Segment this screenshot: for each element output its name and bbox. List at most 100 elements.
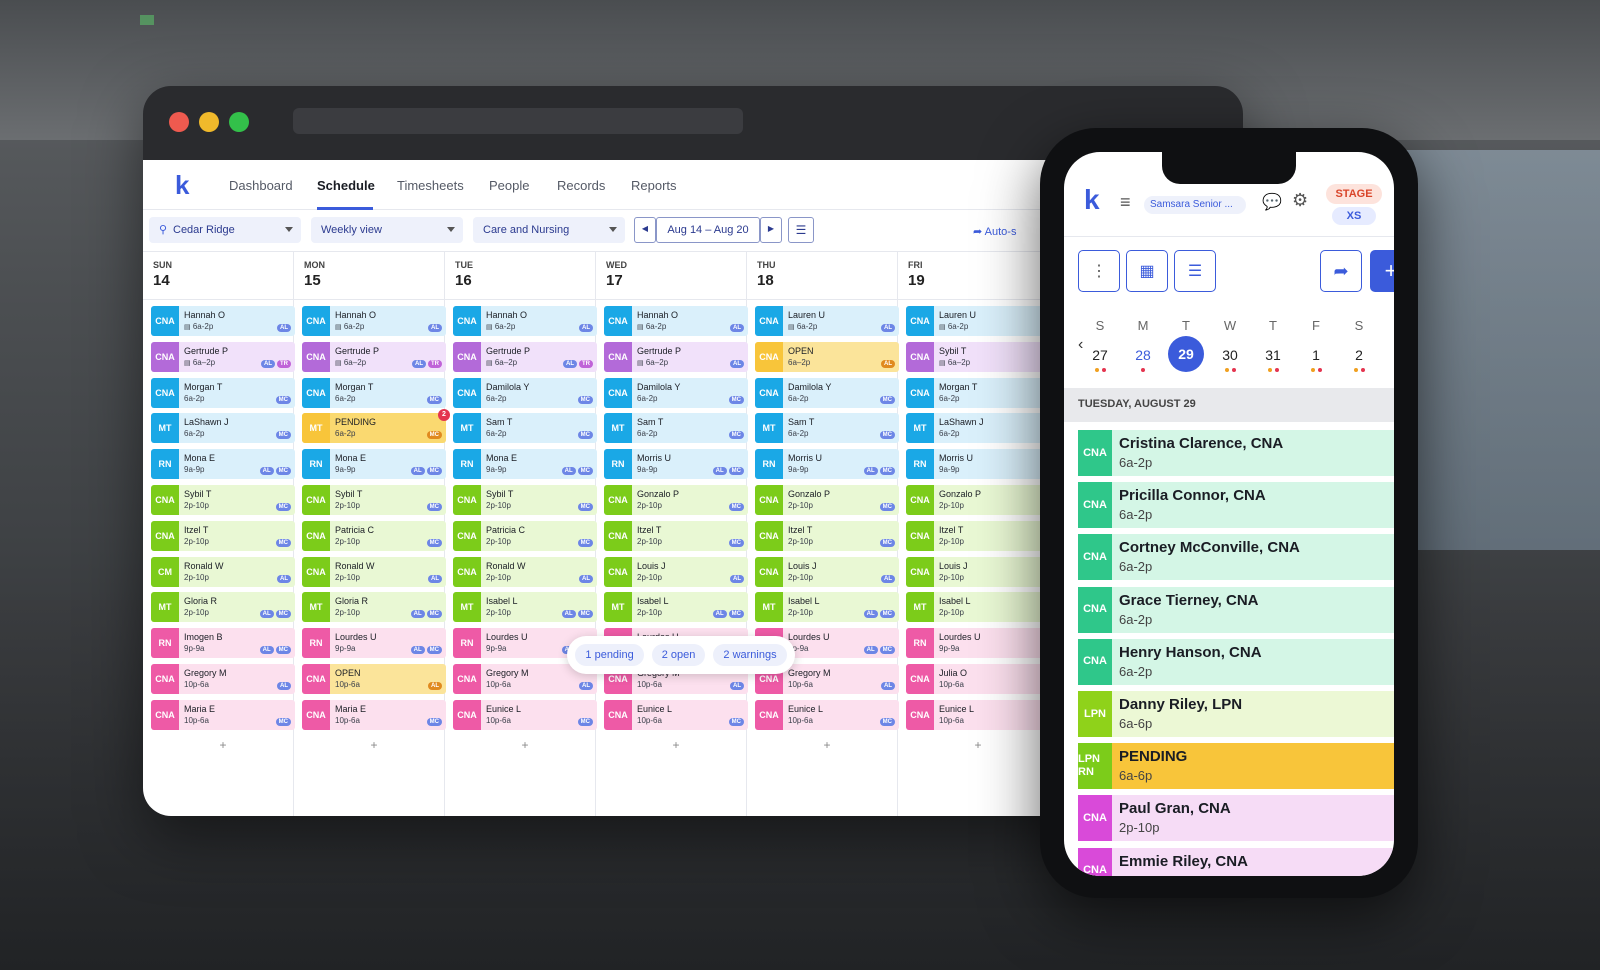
shift-card[interactable]: CNA Gonzalo P 2p-10p MC [604,485,748,515]
week-day-1[interactable]: 1 [1312,347,1320,363]
add-shift-button[interactable]: + [672,738,680,752]
add-shift-button[interactable]: + [219,738,227,752]
add-shift-button[interactable]: + [823,738,831,752]
shift-card[interactable]: MT Sam T 6a-2p MC [755,413,899,444]
shift-card[interactable]: MT Gloria R 2p-10p AL MC [302,592,446,623]
shift-card[interactable]: CNA Patricia C 2p-10p MC [453,520,597,551]
filter-settings-button[interactable]: ☰ [788,217,814,243]
shift-card[interactable]: CNA Sybil T ▤ 6a–2p [906,341,1050,372]
week-day-29[interactable]: 29 [1168,336,1204,372]
shift-card[interactable]: CNA Eunice L 10p-6a MC [755,699,899,730]
phone-shift-card[interactable]: CNA Cortney McConville, CNA 6a-2p [1078,534,1394,581]
phone-shift-card[interactable]: CNA Henry Hanson, CNA 6a-2p [1078,638,1394,685]
minimize-dot[interactable] [199,112,219,132]
shift-card[interactable]: CNA Gonzalo P 2p-10p [906,485,1050,515]
prev-week-button[interactable]: ◀ [634,217,656,243]
calendar-button[interactable]: ▦ [1126,250,1168,292]
shift-card[interactable]: CNA Hannah O ▤ 6a-2p AL [453,306,597,336]
add-shift-button[interactable]: + [521,738,529,752]
filters-button[interactable]: ☰ [1174,250,1216,292]
add-shift-button[interactable]: + [370,738,378,752]
nav-records[interactable]: Records [557,178,606,193]
open-count-button[interactable]: 2 open [651,644,706,666]
shift-card[interactable]: CNA Itzel T 2p-10p [906,520,1050,551]
shift-card[interactable]: CNA Gertrude P ▤ 6a–2p AL TR [453,341,597,372]
shift-card[interactable]: MT Isabel L 2p-10p AL MC [453,592,597,623]
shift-card[interactable]: CNA Itzel T 2p-10p MC [604,520,748,551]
shift-card[interactable]: CNA Sybil T 2p-10p MC [453,485,597,515]
shift-card[interactable]: CNA Gonzalo P 2p-10p MC [755,485,899,515]
phone-shift-card[interactable]: CNA Pricilla Connor, CNA 6a-2p [1078,482,1394,529]
shift-card[interactable]: MT Gloria R 2p-10p AL MC [151,592,295,623]
auto-schedule-button[interactable]: ➦ Auto-s [973,225,1016,238]
shift-card[interactable]: CNA Morgan T 6a-2p [906,377,1050,408]
shift-card[interactable]: CNA Maria E 10p-6a MC [302,699,446,730]
chat-icon[interactable]: 💬 [1262,194,1282,211]
week-day-27[interactable]: 27 [1092,347,1108,363]
shift-card[interactable]: CNA Eunice L 10p-6a [906,699,1050,730]
week-day-28[interactable]: 28 [1135,347,1151,363]
nav-timesheets[interactable]: Timesheets [397,178,464,193]
shift-card[interactable]: CNA OPEN 6a–2p AL [755,341,899,372]
shift-card[interactable]: RN Mona E 9a-9p AL MC [151,449,295,480]
shift-card[interactable]: CNA Gertrude P ▤ 6a–2p AL TR [151,341,295,372]
menu-icon[interactable]: ≡ [1120,192,1131,212]
shift-card[interactable]: RN Morris U 9a-9p [906,449,1050,480]
department-select[interactable]: Care and Nursing [473,217,625,243]
close-dot[interactable] [169,112,189,132]
add-shift-button[interactable]: + [1370,250,1394,292]
nav-dashboard[interactable]: Dashboard [229,178,293,193]
shift-card[interactable]: CNA Morgan T 6a-2p MC [302,377,446,408]
shift-card[interactable]: CNA Morgan T 6a-2p MC [151,377,295,408]
shift-card[interactable]: RN Imogen B 9p-9a AL MC [151,628,295,659]
shift-card[interactable]: CNA Patricia C 2p-10p MC [302,520,446,551]
shift-card[interactable]: MT LaShawn J 6a-2p [906,413,1050,444]
phone-shift-card[interactable]: CNA Cristina Clarence, CNA 6a-2p [1078,430,1394,476]
shift-card[interactable]: CNA Damilola Y 6a-2p MC [604,377,748,408]
maximize-dot[interactable] [229,112,249,132]
shift-card[interactable]: CNA Ronald W 2p-10p AL [453,556,597,587]
phone-shift-card[interactable]: CNA Grace Tierney, CNA 6a-2p [1078,586,1394,633]
view-select[interactable]: Weekly view [311,217,463,243]
shift-card[interactable]: CNA Lauren U ▤ 6a-2p AL [755,306,899,336]
more-options-button[interactable]: ⋮ [1078,250,1120,292]
shift-card[interactable]: CNA Eunice L 10p-6a MC [604,699,748,730]
nav-schedule[interactable]: Schedule [317,178,375,193]
shift-card[interactable]: MT Isabel L 2p-10p AL MC [755,592,899,623]
shift-card[interactable]: RN Mona E 9a-9p AL MC [453,449,597,480]
phone-shift-card[interactable]: LPN RN PENDING 6a-6p [1078,743,1394,790]
date-range-picker[interactable]: Aug 14 – Aug 20 [656,217,760,243]
nav-people[interactable]: People [489,178,530,193]
shift-card[interactable]: RN Mona E 9a-9p AL MC [302,449,446,480]
shift-card[interactable]: CNA Sybil T 2p-10p MC [302,485,446,515]
shift-card[interactable]: MT Sam T 6a-2p MC [604,413,748,444]
shift-card[interactable]: CNA Julia O 10p-6a [906,664,1050,694]
shift-card[interactable]: CNA Ronald W 2p-10p AL [302,556,446,587]
shift-card[interactable]: CNA OPEN 10p-6a AL [302,664,446,694]
warnings-count-button[interactable]: 2 warnings [713,644,787,666]
app-logo[interactable]: k [175,170,190,200]
shift-card[interactable]: CNA Gertrude P ▤ 6a–2p AL [604,341,748,372]
shift-card[interactable]: CNA Hannah O ▤ 6a-2p AL [604,306,748,336]
shift-card[interactable]: RN Morris U 9a-9p AL MC [604,449,748,480]
add-shift-button[interactable]: + [974,738,982,752]
shift-card[interactable]: MT PENDING 6a-2p MC 2 [302,409,450,444]
shift-card[interactable]: CNA Sybil T 2p-10p MC [151,485,295,515]
shift-card[interactable]: CNA Hannah O ▤ 6a-2p AL [302,306,446,336]
phone-logo[interactable]: k [1084,184,1100,215]
shift-card[interactable]: CNA Itzel T 2p-10p MC [151,520,295,551]
url-bar[interactable] [293,108,743,134]
shift-card[interactable]: CNA Louis J 2p-10p AL [755,556,899,587]
shift-card[interactable]: CNA Damilola Y 6a-2p MC [755,377,899,408]
shift-card[interactable]: RN Morris U 9a-9p AL MC [755,449,899,480]
prev-week-icon[interactable]: ‹ [1078,336,1084,353]
phone-shift-card[interactable]: LPN Danny Riley, LPN 6a-6p [1078,691,1394,737]
next-week-button[interactable]: ▶ [760,217,782,243]
gear-icon[interactable]: ⚙ [1292,190,1309,210]
shift-card[interactable]: CNA Gertrude P ▤ 6a–2p AL TR [302,341,446,372]
week-day-30[interactable]: 30 [1222,347,1238,363]
shift-card[interactable]: CNA Maria E 10p-6a MC [151,699,295,730]
shift-card[interactable]: CNA Damilola Y 6a-2p MC [453,377,597,408]
shift-card[interactable]: MT LaShawn J 6a-2p MC [151,413,295,444]
